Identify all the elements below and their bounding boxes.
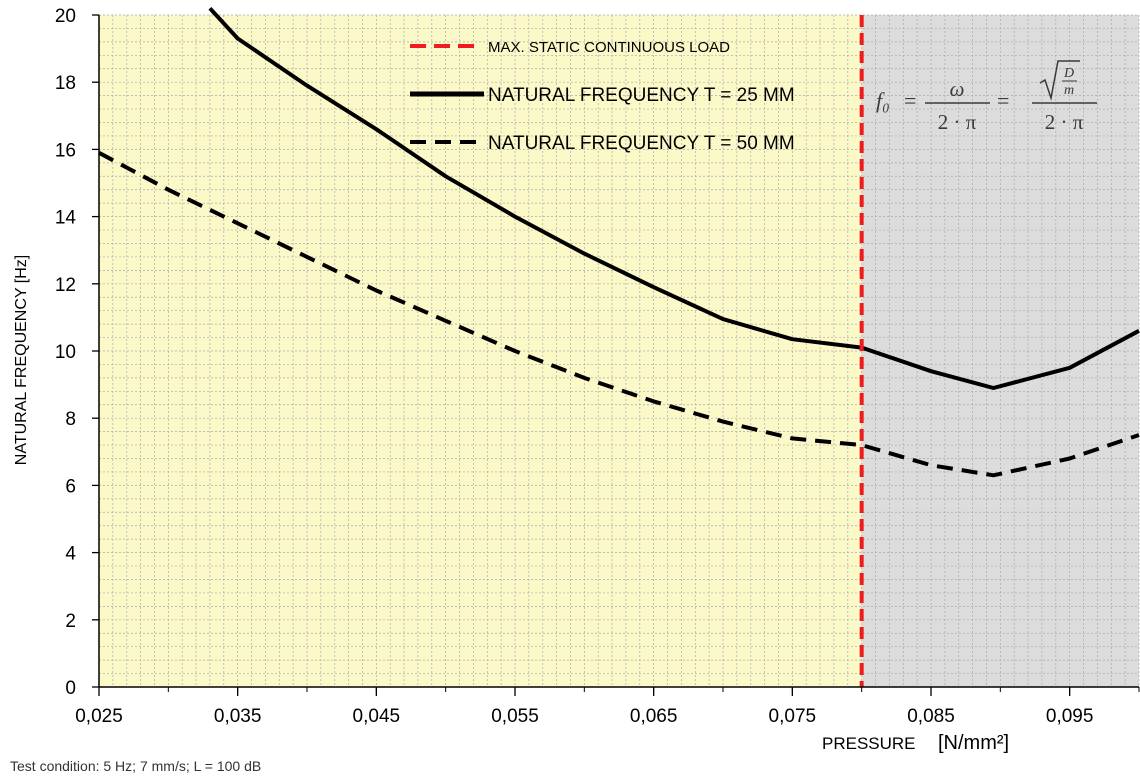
formula-omega: ω <box>950 77 965 101</box>
legend-series-50mm-label: NATURAL FREQUENCY T = 50 MM <box>488 133 795 154</box>
x-tick-label: 0,045 <box>353 706 401 727</box>
data-series <box>98 6 1140 687</box>
x-tick-label: 0,085 <box>907 706 955 727</box>
y-axis-title: NATURAL FREQUENCY [Hz] <box>13 255 30 465</box>
legend-load-limit-label: MAX. STATIC CONTINUOUS LOAD <box>488 39 730 56</box>
x-tick-label: 0,095 <box>1046 706 1094 727</box>
x-axis-unit: [N/mm²] <box>938 732 1009 754</box>
y-tick-label: 12 <box>55 275 76 296</box>
formula-sqrt-m: m <box>1064 83 1074 98</box>
legend-series-25mm-label: NATURAL FREQUENCY T = 25 MM <box>488 85 795 106</box>
y-tick-label: 2 <box>65 611 76 632</box>
formula-denominator-2: 2 · π <box>1045 110 1084 134</box>
x-tick-label: 0,055 <box>491 706 539 727</box>
y-tick-label: 0 <box>65 678 76 699</box>
x-axis-title: PRESSURE <box>822 734 916 753</box>
x-tick-label: 0,075 <box>769 706 817 727</box>
y-tick-label: 4 <box>65 544 76 565</box>
axes: 0 2 4 6 8 10 12 14 16 18 20 0,025 0,035 0,045 0,055 0,0… <box>55 6 1140 727</box>
formula-sqrt-sign <box>1039 60 1080 101</box>
formula-denominator-1: 2 · π <box>938 110 977 134</box>
formula-eq-1: = <box>904 88 916 113</box>
formula-lhs: f₀ <box>876 88 890 113</box>
x-tick-label: 0,025 <box>75 706 123 727</box>
formula-sqrt-D: D <box>1063 66 1074 81</box>
x-tick-label: 0,065 <box>630 706 678 727</box>
test-condition-footnote: Test condition: 5 Hz; 7 mm/s; L = 100 dB <box>10 758 262 774</box>
y-tick-label: 8 <box>65 409 76 430</box>
natural-frequency-formula: f₀ = ω 2 · π = D m 2 · π <box>876 60 1097 134</box>
y-tick-label: 18 <box>55 73 76 94</box>
x-tick-label: 0,035 <box>214 706 262 727</box>
y-tick-label: 14 <box>55 208 77 229</box>
legend: MAX. STATIC CONTINUOUS LOAD NATURAL FREQ… <box>410 39 795 154</box>
formula-eq-2: = <box>997 88 1009 113</box>
series-line-25mm <box>208 6 1140 390</box>
y-tick-label: 20 <box>55 6 76 27</box>
y-tick-label: 6 <box>65 476 76 497</box>
y-tick-label: 16 <box>55 140 76 161</box>
series-line-50mm <box>98 151 1140 478</box>
y-tick-label: 10 <box>55 342 76 363</box>
chart: 0 2 4 6 8 10 12 14 16 18 20 0,025 0,035 0,045 0,055 0,0… <box>13 6 1140 754</box>
